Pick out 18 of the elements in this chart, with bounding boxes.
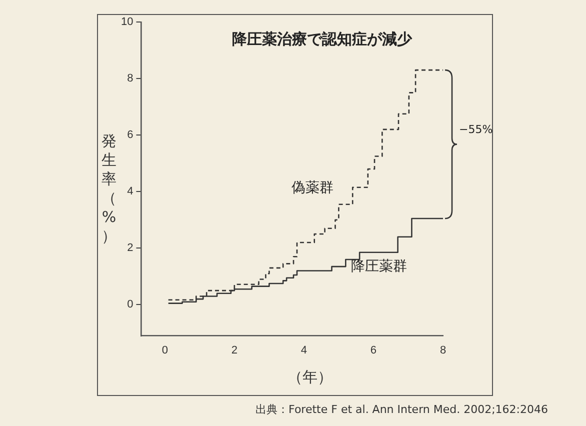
x-tick-label: 0 <box>162 344 168 356</box>
y-tick-label: 4 <box>127 186 134 198</box>
text: 降圧薬治療で認知症が減少 <box>232 30 414 48</box>
y-tick-label: 8 <box>127 72 134 85</box>
text: −55% <box>459 123 493 136</box>
x-tick-label: 8 <box>440 344 446 356</box>
y-tick-label: 6 <box>127 129 134 142</box>
x-tick-label: 6 <box>370 344 377 356</box>
x-tick-label: 4 <box>300 344 307 356</box>
x-tick-label: 2 <box>231 344 238 356</box>
y-tick-label: 0 <box>127 298 134 311</box>
y-tick-label: 2 <box>127 242 134 254</box>
y-tick-label: 10 <box>120 16 134 28</box>
y-axis-title: 発生率（%） <box>100 132 118 246</box>
x-axis-title: （年） <box>286 368 334 387</box>
source-note: 出典：Forette F et al. Ann Intern Med. 2002;162:2046 <box>256 402 548 417</box>
series-label: 偽薬群 <box>291 180 334 196</box>
series-label: 降圧薬群 <box>350 258 407 274</box>
